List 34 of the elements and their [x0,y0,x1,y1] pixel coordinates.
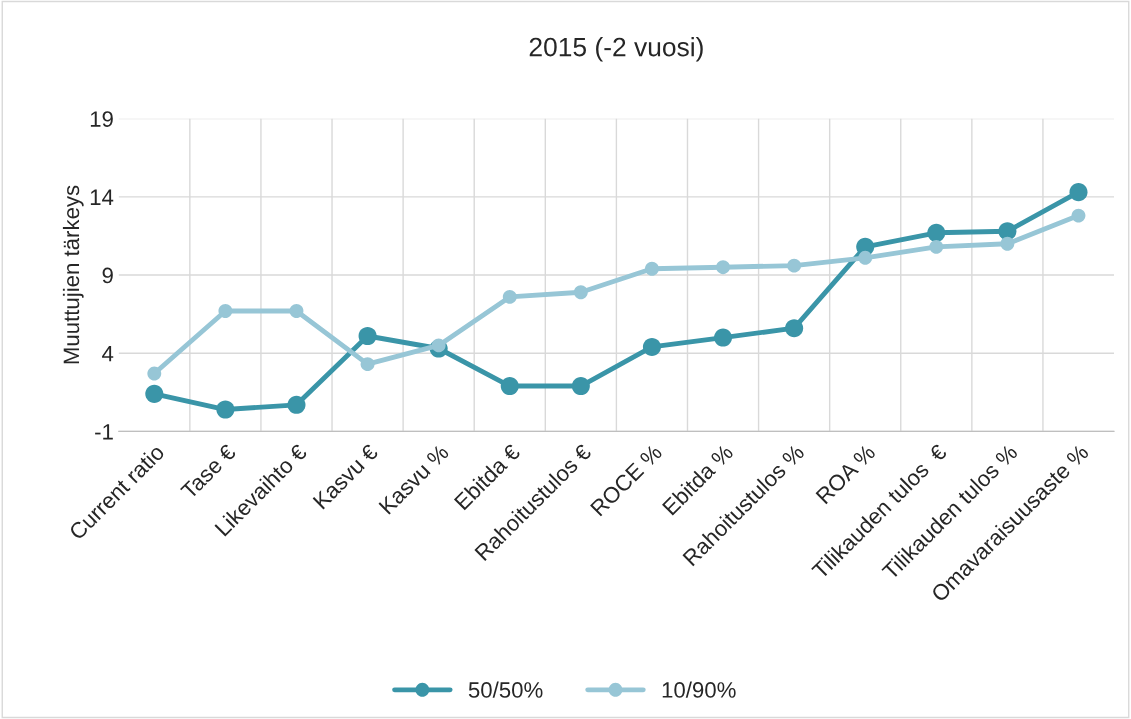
point [571,377,590,396]
legend-label: 10/90% [662,681,736,698]
point [785,319,804,338]
y-tick-label: 14 [90,189,114,205]
point [642,337,661,356]
point [573,285,588,300]
y-tick-label: -1 [95,424,113,440]
point [716,260,730,275]
point [360,357,375,372]
chart-title: 2015 (-2 vuosi) [529,37,703,62]
legend-label: 50/50% [468,681,543,698]
point [645,261,659,276]
point [218,304,233,318]
point [287,395,306,414]
y-tick-label: 9 [102,267,113,284]
point [1071,208,1086,223]
point [927,223,946,242]
point [431,338,446,353]
point [500,377,519,396]
y-tick-label: 19 [90,111,113,127]
point [358,326,377,346]
point [787,258,802,273]
point [1000,236,1015,251]
point [502,289,517,304]
point [1069,183,1088,202]
y-axis-title: Muuttujien tärkeys [62,185,84,364]
point [929,239,944,254]
y-tick-label: 4 [102,345,114,362]
point [858,250,873,265]
point [145,384,164,403]
point [216,400,235,419]
point [289,304,304,318]
point [714,328,733,347]
point [147,366,162,381]
